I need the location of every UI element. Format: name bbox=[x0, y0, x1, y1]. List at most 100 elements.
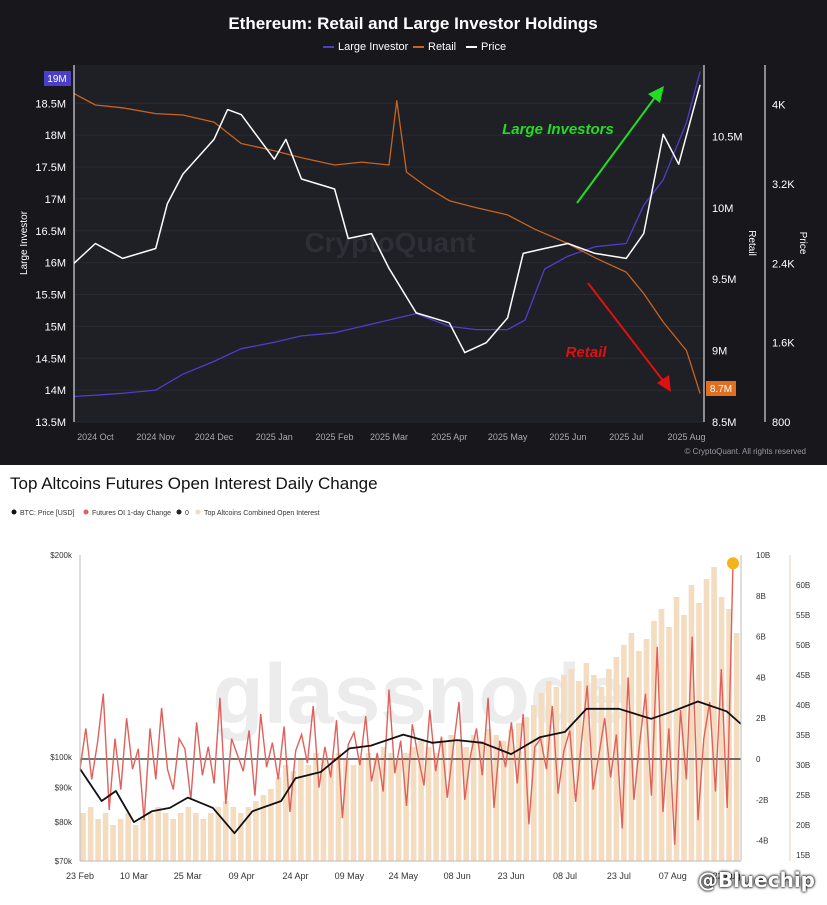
chart2-x-tick-label: 23 Jun bbox=[498, 871, 525, 881]
chart2-mid-tick-label: 10B bbox=[756, 551, 770, 560]
chart2-left-tick-label: $200k bbox=[50, 551, 73, 560]
chart1-left-tick-label: 17.5M bbox=[35, 162, 66, 174]
chart2-x-tick-label: 10 Mar bbox=[120, 871, 148, 881]
combined-oi-bar bbox=[245, 807, 252, 861]
combined-oi-bar bbox=[87, 807, 94, 861]
combined-oi-bar bbox=[561, 675, 567, 861]
chart1-price-tick-label: 2.4K bbox=[772, 258, 795, 270]
chart2-left-tick-label: $90k bbox=[55, 784, 73, 793]
chart1-retail-tick-label: 10.5M bbox=[712, 131, 743, 143]
combined-oi-bar bbox=[350, 765, 357, 861]
combined-oi-bar bbox=[313, 753, 319, 861]
combined-oi-bar bbox=[696, 603, 702, 861]
chart1-ylabel-retail: Retail bbox=[746, 230, 757, 256]
chart1-x-tick-label: 2025 Jul bbox=[609, 432, 643, 442]
chart2-x-tick-label: 24 Apr bbox=[283, 871, 309, 881]
chart2-left-ticks: $70k $80k $90k $100k $200k bbox=[50, 551, 73, 866]
combined-oi-bar bbox=[711, 567, 717, 861]
combined-oi-bar bbox=[335, 753, 342, 861]
combined-oi-bar bbox=[268, 789, 274, 861]
chart2-x-ticks: 23 Feb 10 Mar 25 Mar 09 Apr 24 Apr 09 May 24 M… bbox=[66, 871, 741, 881]
series-oi-change-line bbox=[79, 563, 734, 845]
chart1-left-tick-label: 17M bbox=[45, 194, 66, 206]
combined-oi-bar bbox=[425, 747, 432, 861]
large-investor-highlight-label: 19M bbox=[47, 74, 66, 85]
combined-oi-bar bbox=[493, 735, 499, 861]
chart1-gridlines bbox=[74, 102, 704, 423]
chart2-mid-tick-label: 8B bbox=[756, 592, 766, 601]
chart2-x-tick-label: 22 Aug bbox=[713, 871, 741, 881]
altcoin-oi-chart: Top Altcoins Futures Open Interest Daily… bbox=[0, 465, 827, 900]
combined-oi-bar bbox=[673, 597, 680, 861]
chart2-left-tick-label: $100k bbox=[50, 753, 73, 762]
combined-oi-bar bbox=[162, 813, 169, 861]
legend-oi-change-dot bbox=[83, 509, 89, 515]
combined-oi-bar bbox=[238, 813, 244, 861]
combined-oi-bar bbox=[523, 717, 530, 861]
combined-oi-bar bbox=[110, 825, 116, 861]
chart2-mid-tick-label: 6B bbox=[756, 633, 766, 642]
chart2-right-tick-label: 50B bbox=[796, 641, 810, 650]
chart1-price-tick-label: 3.2K bbox=[772, 179, 795, 191]
combined-oi-bar bbox=[208, 813, 214, 861]
chart2-x-tick-label: 08 Jul bbox=[553, 871, 577, 881]
chart1-left-tick-label: 16.5M bbox=[35, 226, 66, 238]
chart1-watermark: CryptoQuant bbox=[304, 227, 475, 258]
chart2-left-tick-label: $70k bbox=[55, 857, 73, 866]
bluechip-watermark: @Bluechip bbox=[697, 868, 815, 892]
legend-btc-dot bbox=[11, 509, 17, 515]
combined-oi-bar bbox=[733, 633, 740, 861]
combined-oi-bar bbox=[455, 741, 462, 861]
combined-oi-bar bbox=[478, 741, 484, 861]
combined-oi-bar bbox=[305, 765, 312, 861]
combined-oi-bar bbox=[283, 765, 289, 861]
chart2-mid-tick-label: 2B bbox=[756, 714, 766, 723]
chart1-title: Ethereum: Retail and Large Investor Hold… bbox=[228, 14, 597, 33]
altcoin-oi-svg: Top Altcoins Futures Open Interest Daily… bbox=[10, 474, 810, 881]
series-btc-price-line bbox=[79, 700, 742, 835]
chart2-right-tick-label: 20B bbox=[796, 821, 810, 830]
combined-oi-bar bbox=[365, 753, 372, 861]
up-arrow-icon bbox=[648, 86, 664, 103]
combined-oi-bar bbox=[516, 723, 522, 861]
combined-oi-bar bbox=[193, 813, 199, 861]
chart1-retail-ticks: 8.5M 9M 9.5M 10M 10.5M bbox=[712, 131, 743, 429]
combined-oi-bar bbox=[373, 759, 379, 861]
retail-highlight-box bbox=[706, 381, 736, 396]
combined-oi-bar bbox=[718, 597, 725, 861]
chart2-right-tick-label: 55B bbox=[796, 611, 810, 620]
chart1-x-tick-label: 2024 Oct bbox=[77, 432, 114, 442]
legend-price: Price bbox=[481, 41, 506, 53]
series-price-line bbox=[73, 84, 701, 354]
chart1-left-ticks: 13.5M 14M 14.5M 15M 15.5M 16M 16.5M 17M 17.5M 18M… bbox=[35, 98, 66, 429]
combined-oi-bar bbox=[658, 609, 665, 861]
chart1-retail-tick-label: 8.5M bbox=[712, 417, 736, 429]
chart2-right-tick-label: 40B bbox=[796, 701, 810, 710]
legend-zero-dot bbox=[176, 509, 182, 515]
combined-oi-bar bbox=[320, 759, 327, 861]
annotation-large-investors: Large Investors bbox=[502, 121, 614, 138]
chart2-mid-tick-label: 4B bbox=[756, 673, 766, 682]
chart2-mid-tick-label: -2B bbox=[756, 796, 768, 805]
chart1-ylabel-left: Large Investor bbox=[19, 210, 30, 275]
chart2-right-tick-label: 35B bbox=[796, 731, 810, 740]
combined-oi-bar bbox=[132, 825, 139, 861]
combined-oi-bar bbox=[403, 753, 409, 861]
legend-zero: 0 bbox=[185, 510, 189, 517]
combined-oi-bar bbox=[102, 813, 109, 861]
chart2-right-tick-label: 15B bbox=[796, 851, 810, 860]
latest-oi-change-point bbox=[727, 557, 739, 570]
eth-holdings-svg: Ethereum: Retail and Large Investor Hold… bbox=[19, 14, 808, 456]
chart1-left-tick-label: 18.5M bbox=[35, 98, 66, 110]
combined-oi-bar bbox=[380, 747, 387, 861]
combined-oi-bar bbox=[343, 759, 349, 861]
combined-oi-bar bbox=[433, 753, 439, 861]
chart1-left-tick-label: 16M bbox=[45, 258, 66, 270]
combined-oi-bar bbox=[688, 585, 695, 861]
chart2-mid-tick-label: 0 bbox=[756, 755, 761, 764]
chart2-right-tick-label: 60B bbox=[796, 581, 810, 590]
legend-combined-oi-dot bbox=[195, 509, 201, 515]
down-arrow-icon bbox=[657, 375, 671, 392]
chart1-x-tick-label: 2024 Nov bbox=[136, 432, 175, 442]
combined-oi-bar bbox=[275, 777, 282, 861]
